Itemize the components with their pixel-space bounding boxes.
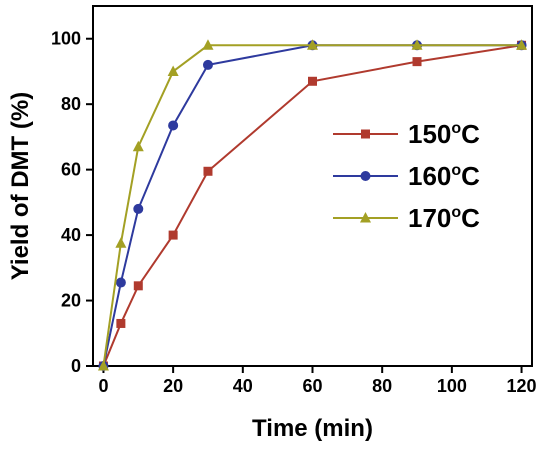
data-point xyxy=(132,140,144,152)
x-tick-label: 120 xyxy=(507,376,537,396)
y-tick-label: 40 xyxy=(61,225,81,245)
x-tick-label: 80 xyxy=(372,376,392,396)
legend-marker xyxy=(360,171,371,181)
data-point xyxy=(202,59,213,70)
axes: 0 20 40 60 80 100 120 0 20 40 60 80 100 xyxy=(51,5,537,396)
x-tick-label: 20 xyxy=(163,376,183,396)
data-point xyxy=(307,39,318,50)
series-line xyxy=(102,44,522,367)
legend-label: 160oC xyxy=(408,161,480,191)
legend-item: 160oC xyxy=(333,161,480,191)
data-point xyxy=(116,318,126,328)
series-layer xyxy=(97,39,528,371)
x-tick-label: 60 xyxy=(302,376,322,396)
data-point xyxy=(115,277,126,288)
legend-label: 170oC xyxy=(408,203,480,233)
x-axis-label: Time (min) xyxy=(252,415,373,442)
x-tick-label: 100 xyxy=(437,376,467,396)
series-170 xyxy=(97,39,528,371)
legend-item: 170oC xyxy=(333,203,480,233)
data-point xyxy=(203,166,213,176)
data-point xyxy=(516,39,528,50)
data-point xyxy=(115,237,127,248)
data-point xyxy=(411,39,423,50)
legend-marker xyxy=(360,212,371,223)
data-point xyxy=(133,203,144,214)
y-axis-label: Yield of DMT (%) xyxy=(7,92,34,280)
data-point xyxy=(412,57,422,67)
series-line xyxy=(102,44,522,367)
data-point xyxy=(202,39,214,50)
legend: 150oC 160oC 170oC xyxy=(333,119,480,233)
data-point xyxy=(97,360,109,371)
x-tick-label: 0 xyxy=(98,376,108,396)
y-tick-label: 0 xyxy=(71,356,81,376)
data-point xyxy=(308,76,317,86)
data-point xyxy=(168,230,178,240)
data-point xyxy=(167,65,179,76)
legend-item: 150oC xyxy=(333,119,480,149)
y-tick-label: 20 xyxy=(61,291,81,311)
y-tick-label: 100 xyxy=(51,29,81,49)
legend-marker xyxy=(361,129,370,139)
y-tick-label: 80 xyxy=(61,94,81,114)
x-tick-label: 40 xyxy=(233,376,253,396)
legend-label: 150oC xyxy=(408,119,480,149)
y-tick-label: 60 xyxy=(61,160,81,180)
data-point xyxy=(133,281,143,291)
data-point xyxy=(168,120,179,131)
